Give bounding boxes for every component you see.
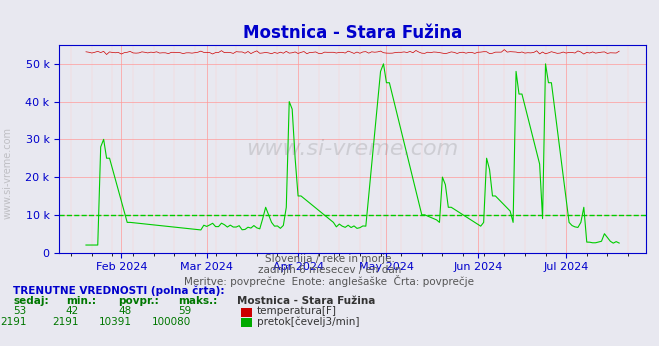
Text: temperatura[F]: temperatura[F]	[257, 306, 337, 316]
Text: min.:: min.:	[66, 296, 96, 306]
Text: pretok[čevelj3/min]: pretok[čevelj3/min]	[257, 317, 360, 327]
Text: sedaj:: sedaj:	[13, 296, 49, 306]
Text: 100080: 100080	[152, 317, 191, 327]
Text: Slovenija / reke in morje.: Slovenija / reke in morje.	[264, 254, 395, 264]
Text: www.si-vreme.com: www.si-vreme.com	[246, 139, 459, 159]
Text: TRENUTNE VREDNOSTI (polna črta):: TRENUTNE VREDNOSTI (polna črta):	[13, 285, 225, 296]
Text: Mostnica - Stara Fužina: Mostnica - Stara Fužina	[237, 296, 376, 306]
Text: 10391: 10391	[99, 317, 132, 327]
Title: Mostnica - Stara Fužina: Mostnica - Stara Fužina	[243, 24, 462, 42]
Text: www.si-vreme.com: www.si-vreme.com	[3, 127, 13, 219]
Text: 42: 42	[66, 306, 79, 316]
Text: 2191: 2191	[53, 317, 79, 327]
Text: povpr.:: povpr.:	[119, 296, 159, 306]
Text: 53: 53	[13, 306, 26, 316]
Text: maks.:: maks.:	[178, 296, 217, 306]
Text: zadnjih 6 mesecev / en dan: zadnjih 6 mesecev / en dan	[258, 265, 401, 275]
Text: 59: 59	[178, 306, 191, 316]
Text: 48: 48	[119, 306, 132, 316]
Text: Meritve: povprečne  Enote: anglešaške  Črta: povprečje: Meritve: povprečne Enote: anglešaške Črt…	[185, 275, 474, 287]
Text: 2191: 2191	[0, 317, 26, 327]
